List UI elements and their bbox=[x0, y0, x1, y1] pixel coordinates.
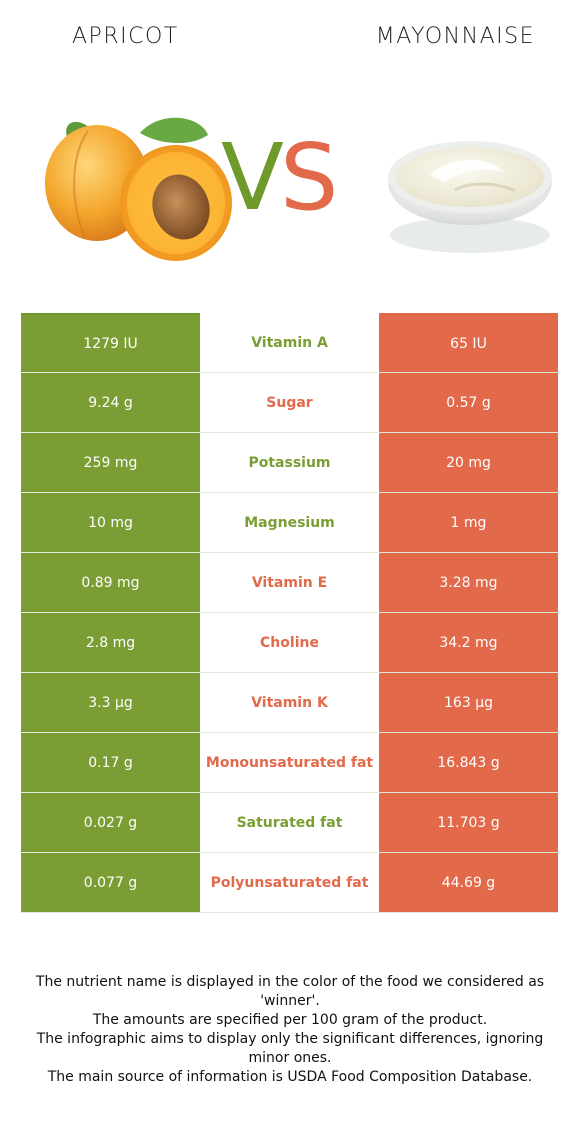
vs-v: V bbox=[221, 124, 284, 231]
apricot-value: 0.17 g bbox=[21, 733, 200, 792]
nutrient-name: Magnesium bbox=[200, 493, 379, 552]
mayonnaise-value: 20 mg bbox=[379, 433, 558, 492]
apricot-value: 3.3 µg bbox=[21, 673, 200, 732]
mayonnaise-value: 1 mg bbox=[379, 493, 558, 552]
mayonnaise-value: 16.843 g bbox=[379, 733, 558, 792]
nutrient-name: Potassium bbox=[200, 433, 379, 492]
table-row: 0.077 g Polyunsaturated fat 44.69 g bbox=[21, 853, 558, 913]
right-food-title: MAYONNAISE bbox=[375, 24, 535, 49]
mayonnaise-value: 65 IU bbox=[379, 313, 558, 372]
mayonnaise-value: 34.2 mg bbox=[379, 613, 558, 672]
table-row: 0.17 g Monounsaturated fat 16.843 g bbox=[21, 733, 558, 793]
note-source: The main source of information is USDA F… bbox=[47, 1069, 533, 1085]
apricot-value: 0.077 g bbox=[21, 853, 200, 912]
mayonnaise-value: 44.69 g bbox=[379, 853, 558, 912]
nutrient-name: Vitamin A bbox=[200, 313, 379, 372]
nutrient-name: Vitamin K bbox=[200, 673, 379, 732]
mayonnaise-value: 11.703 g bbox=[379, 793, 558, 852]
mayonnaise-value: 0.57 g bbox=[379, 373, 558, 432]
left-food-title: APRICOT bbox=[72, 24, 179, 49]
table-row: 3.3 µg Vitamin K 163 µg bbox=[21, 673, 558, 733]
table-row: 2.8 mg Choline 34.2 mg bbox=[21, 613, 558, 673]
apricot-value: 9.24 g bbox=[21, 373, 200, 432]
nutrient-name: Sugar bbox=[200, 373, 379, 432]
vs-label: VS bbox=[221, 132, 338, 224]
apricot-value: 10 mg bbox=[21, 493, 200, 552]
comparison-table: 1279 IU Vitamin A 65 IU 9.24 g Sugar 0.57 g 25… bbox=[21, 313, 558, 913]
note-significance: The infographic aims to display only the… bbox=[36, 1031, 544, 1066]
apricot-value: 1279 IU bbox=[21, 313, 200, 372]
note-amounts: The amounts are specified per 100 gram o… bbox=[92, 1012, 488, 1028]
footnotes: The nutrient name is displayed in the co… bbox=[18, 973, 562, 1087]
table-row: 9.24 g Sugar 0.57 g bbox=[21, 373, 558, 433]
apricot-value: 0.89 mg bbox=[21, 553, 200, 612]
apricot-value: 0.027 g bbox=[21, 793, 200, 852]
mayonnaise-value: 163 µg bbox=[379, 673, 558, 732]
apricot-value: 259 mg bbox=[21, 433, 200, 492]
nutrient-name: Monounsaturated fat bbox=[200, 733, 379, 792]
mayonnaise-value: 3.28 mg bbox=[379, 553, 558, 612]
apricot-value: 2.8 mg bbox=[21, 613, 200, 672]
table-row: 10 mg Magnesium 1 mg bbox=[21, 493, 558, 553]
nutrient-name: Choline bbox=[200, 613, 379, 672]
table-row: 259 mg Potassium 20 mg bbox=[21, 433, 558, 493]
apricot-image bbox=[45, 117, 232, 261]
table-row: 0.89 mg Vitamin E 3.28 mg bbox=[21, 553, 558, 613]
nutrient-name: Vitamin E bbox=[200, 553, 379, 612]
table-row: 0.027 g Saturated fat 11.703 g bbox=[21, 793, 558, 853]
nutrient-name: Saturated fat bbox=[200, 793, 379, 852]
table-row: 1279 IU Vitamin A 65 IU bbox=[21, 313, 558, 373]
note-winner: The nutrient name is displayed in the co… bbox=[35, 974, 545, 1009]
vs-s: S bbox=[279, 124, 338, 231]
nutrient-name: Polyunsaturated fat bbox=[200, 853, 379, 912]
